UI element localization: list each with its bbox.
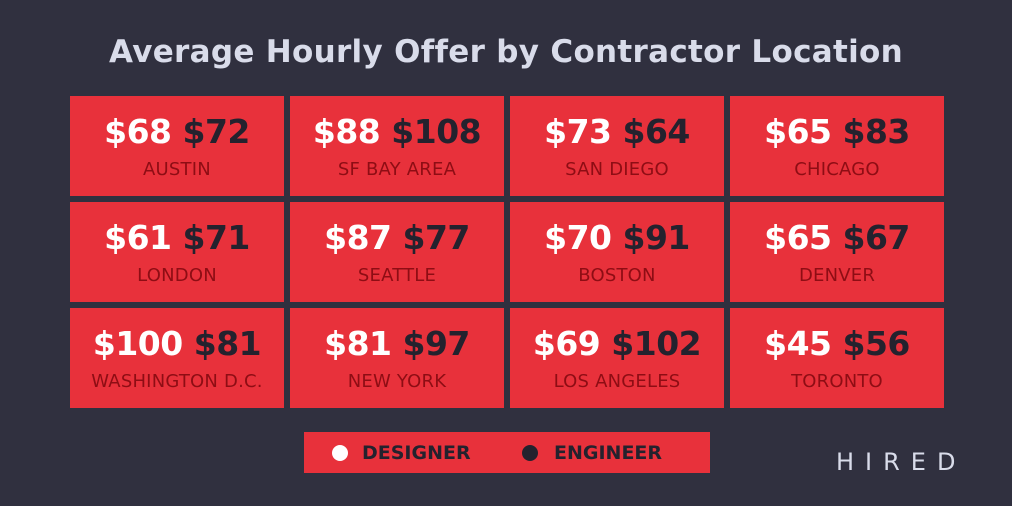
legend-dot-engineer xyxy=(522,445,538,461)
tile-values: $81 $97 xyxy=(290,324,504,363)
tile: $87 $77 SEATTLE xyxy=(290,202,504,302)
tile-values: $65 $83 xyxy=(730,112,944,151)
city-name: CHICAGO xyxy=(794,159,880,180)
tile-values: $100 $81 xyxy=(70,324,284,363)
tile: $69 $102 LOS ANGELES xyxy=(510,308,724,408)
city-name: NEW YORK xyxy=(347,371,447,392)
engineer-value: $83 xyxy=(842,112,911,151)
engineer-value: $77 xyxy=(402,218,471,257)
title: Average Hourly Offer by Contractor Locat… xyxy=(109,34,903,70)
tile: $88 $108 SF BAY AREA xyxy=(290,96,504,196)
tile: $70 $91 BOSTON xyxy=(510,202,724,302)
tile: $68 $72 AUSTIN xyxy=(70,96,284,196)
engineer-value: $56 xyxy=(842,324,911,363)
city-name: SF BAY AREA xyxy=(337,159,457,180)
designer-value: $65 xyxy=(764,112,832,151)
tile-values: $61 $71 xyxy=(70,218,284,257)
tile-values: $88 $108 xyxy=(290,112,504,151)
designer-value: $69 xyxy=(532,324,601,363)
designer-value: $73 xyxy=(544,112,612,151)
designer-value: $68 xyxy=(104,112,172,151)
designer-value: $65 xyxy=(764,218,832,257)
tile: $100 $81 WASHINGTON D.C. xyxy=(70,308,284,408)
tile-values: $87 $77 xyxy=(290,218,504,257)
tile-values: $65 $67 xyxy=(730,218,944,257)
city-name: DENVER xyxy=(798,265,876,286)
tile: $73 $64 SAN DIEGO xyxy=(510,96,724,196)
brand-logo: HIRED xyxy=(836,448,967,476)
designer-value: $88 xyxy=(312,112,381,151)
tile: $81 $97 NEW YORK xyxy=(290,308,504,408)
tile: $65 $67 DENVER xyxy=(730,202,944,302)
tile: $61 $71 LONDON xyxy=(70,202,284,302)
engineer-value: $71 xyxy=(182,218,251,257)
designer-value: $81 xyxy=(324,324,392,363)
city-name: SAN DIEGO xyxy=(565,159,669,180)
tile: $65 $83 CHICAGO xyxy=(730,96,944,196)
tile-values: $73 $64 xyxy=(510,112,724,151)
designer-value: $70 xyxy=(544,218,612,257)
tile-values: $69 $102 xyxy=(510,324,724,363)
city-name: WASHINGTON D.C. xyxy=(91,371,263,392)
city-name: LOS ANGELES xyxy=(553,371,681,392)
designer-value: $45 xyxy=(764,324,832,363)
tile-values: $70 $91 xyxy=(510,218,724,257)
legend: DESIGNER ENGINEER xyxy=(304,432,710,473)
designer-value: $100 xyxy=(92,324,183,363)
engineer-value: $102 xyxy=(611,324,702,363)
designer-value: $87 xyxy=(324,218,392,257)
tile: $45 $56 TORONTO xyxy=(730,308,944,408)
designer-value: $61 xyxy=(104,218,172,257)
city-name: TORONTO xyxy=(791,371,883,392)
city-name: BOSTON xyxy=(578,265,656,286)
legend-dot-designer xyxy=(332,445,348,461)
engineer-value: $108 xyxy=(391,112,482,151)
city-name: AUSTIN xyxy=(143,159,211,180)
city-name: LONDON xyxy=(137,265,217,286)
engineer-value: $67 xyxy=(842,218,911,257)
engineer-value: $72 xyxy=(182,112,251,151)
engineer-value: $97 xyxy=(402,324,471,363)
legend-label: DESIGNER xyxy=(362,442,471,464)
legend-label: ENGINEER xyxy=(554,442,663,464)
engineer-value: $64 xyxy=(622,112,691,151)
tile-values: $68 $72 xyxy=(70,112,284,151)
city-name: SEATTLE xyxy=(357,265,437,286)
tile-values: $45 $56 xyxy=(730,324,944,363)
engineer-value: $91 xyxy=(622,218,691,257)
engineer-value: $81 xyxy=(193,324,262,363)
